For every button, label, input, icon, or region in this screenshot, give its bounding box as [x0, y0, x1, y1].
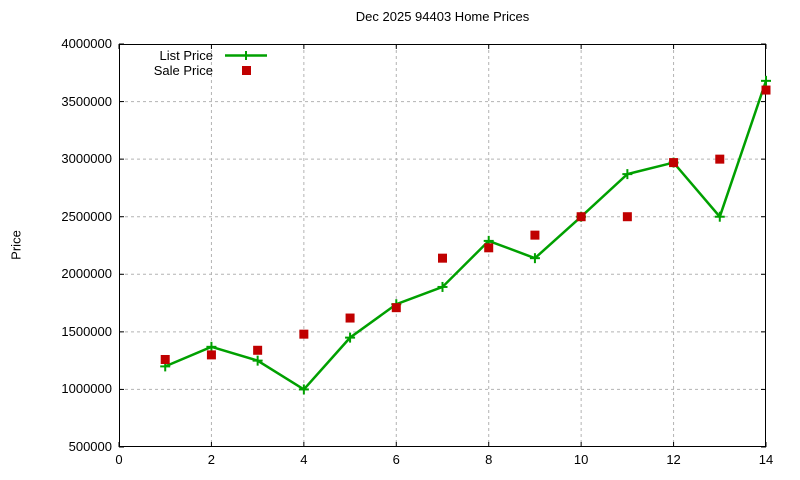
x-tick-label: 2 [207, 452, 216, 467]
x-tick-label: 14 [758, 452, 774, 467]
y-tick-label: 2500000 [61, 208, 112, 224]
chart-title: Dec 2025 94403 Home Prices [355, 9, 530, 24]
plot-area: List Price Sale Price [118, 43, 771, 448]
x-tick-label: 4 [300, 452, 308, 467]
x-tick-label: 0 [115, 452, 123, 467]
legend-label-sale-price: Sale Price [153, 63, 213, 78]
legend-item-sale-price: Sale Price [119, 63, 267, 78]
sale-price-square-icon [225, 63, 267, 78]
list-price-line-plus-icon [225, 48, 267, 63]
y-tick-label: 3000000 [61, 151, 112, 167]
y-tick-label: 4000000 [61, 36, 112, 51]
legend-item-list-price: List Price [119, 48, 267, 63]
y-tick-label: 1000000 [61, 381, 112, 397]
y-tick-label: 1500000 [61, 323, 112, 339]
y-axis-label: Price [8, 230, 24, 260]
x-tick-label: 8 [485, 452, 493, 467]
y-tick-label: 500000 [68, 439, 112, 454]
x-tick-label: 10 [573, 452, 589, 467]
x-tick-label: 12 [666, 452, 681, 467]
legend-label-list-price: List Price [159, 48, 213, 63]
y-tick-label: 2000000 [61, 266, 112, 282]
x-tick-label: 6 [392, 452, 400, 467]
legend: List Price Sale Price [119, 48, 267, 78]
y-tick-label: 3500000 [61, 93, 112, 109]
plot-svg [118, 43, 771, 448]
